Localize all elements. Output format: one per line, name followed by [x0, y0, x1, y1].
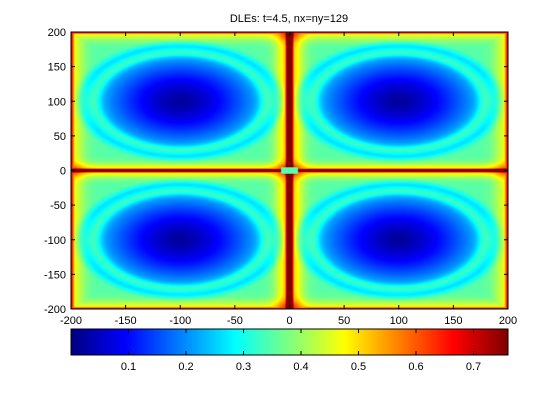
colorbar-tick-label: 0.2 — [178, 361, 193, 373]
colorbar-gradient — [71, 329, 508, 355]
colorbar-tick-label: 0.6 — [408, 361, 423, 373]
x-tick-label: -50 — [227, 315, 243, 327]
y-tick-label: 150 — [48, 62, 66, 74]
colorbar-tick-label: 0.5 — [351, 361, 366, 373]
x-tick-label: -150 — [115, 315, 137, 327]
colorbar-border — [70, 328, 509, 356]
y-tick-label: -150 — [44, 269, 66, 281]
colorbar-tick-label: 0.7 — [466, 361, 481, 373]
y-tick-label: -50 — [50, 200, 66, 212]
y-tick-label: 50 — [54, 131, 66, 143]
x-tick-label: -100 — [169, 315, 191, 327]
y-tick-label: 200 — [48, 27, 66, 39]
colorbar-tick-label: 0.4 — [293, 361, 308, 373]
y-tick-label: -100 — [44, 235, 66, 247]
plot-area — [70, 31, 509, 310]
colorbar-tick-label: 0.1 — [121, 361, 136, 373]
y-tick-label: -200 — [44, 304, 66, 316]
colorbar-tick-label: 0.3 — [236, 361, 251, 373]
heatmap-field — [71, 32, 508, 309]
y-axis-ticks: -200 -150 -100 -50 0 50 100 150 200 — [44, 27, 508, 316]
x-tick-label: -200 — [60, 315, 82, 327]
x-tick-label: 0 — [286, 315, 292, 327]
x-tick-label: 200 — [499, 315, 517, 327]
chart-title: DLEs: t=4.5, nx=ny=129 — [230, 13, 348, 25]
colorbar: 0.1 0.2 0.3 0.4 0.5 0.6 0.7 — [70, 328, 509, 373]
x-tick-label: 50 — [338, 315, 350, 327]
y-tick-label: 0 — [60, 166, 66, 178]
x-axis-ticks: -200 -150 -100 -50 0 50 100 150 200 — [60, 32, 517, 327]
y-tick-label: 100 — [48, 96, 66, 108]
colorbar-ticks: 0.1 0.2 0.3 0.4 0.5 0.6 0.7 — [121, 329, 481, 373]
x-tick-label: 150 — [444, 315, 462, 327]
x-tick-label: 100 — [390, 315, 408, 327]
